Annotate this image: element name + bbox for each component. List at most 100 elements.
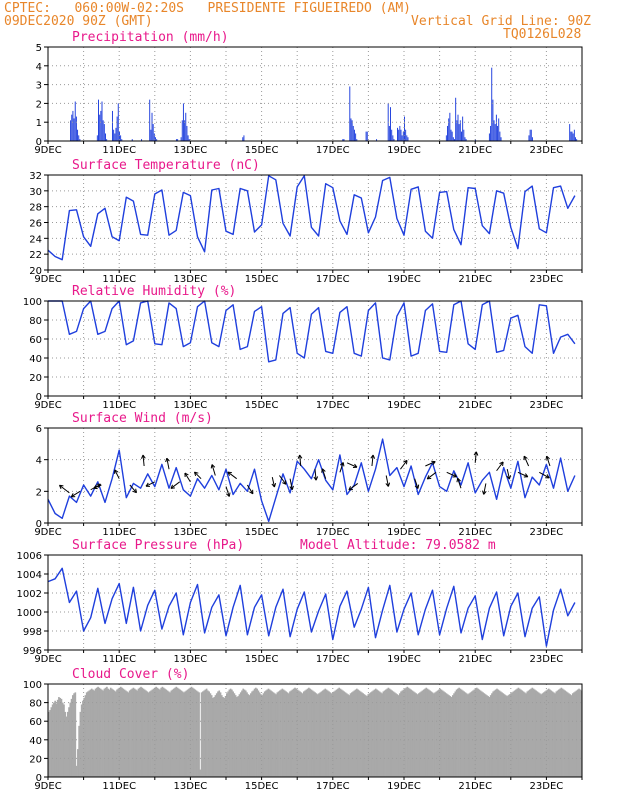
precip-bar [149, 99, 151, 141]
cloud-bar [116, 689, 118, 777]
cloud-bar [155, 686, 157, 777]
precip-bar [155, 137, 156, 141]
y-tick-label: 1006 [17, 551, 42, 562]
cloud-bar [66, 711, 69, 777]
cloud-bar [473, 689, 476, 777]
cloud-bar [457, 688, 459, 777]
y-tick-label: 0 [36, 773, 42, 784]
cloud-bar [465, 693, 468, 777]
cloud-bar [95, 687, 98, 777]
x-tick-label: 17DEC [316, 145, 350, 156]
panel-title: Surface Wind (m/s) [72, 411, 213, 426]
cloud-bar [417, 693, 420, 777]
panel-precip: 0 1 2 3 4 5 9DEC 11DEC 13DEC 15DEC 17DEC 19DEC 21DEC… [34, 30, 583, 156]
cloud-bar [405, 687, 407, 777]
cloud-bar [545, 690, 548, 777]
y-tick-label: 32 [29, 171, 42, 182]
cloud-bar [68, 707, 70, 777]
x-tick-label: 9DEC [34, 654, 61, 665]
x-tick-label: 13DEC [174, 400, 208, 411]
x-tick-label: 13DEC [174, 145, 208, 156]
cloud-bar [526, 691, 529, 777]
cloud-bar [308, 687, 310, 777]
cloud-bar [534, 689, 536, 777]
cloud-bar [431, 692, 434, 777]
wind-arrow [473, 451, 479, 463]
cloud-bar [136, 690, 139, 777]
cloud-bar [502, 693, 505, 777]
cloud-bar [393, 692, 396, 777]
cloud-bar [487, 696, 489, 777]
cloud-bar [515, 689, 517, 777]
cloud-bar [237, 696, 240, 777]
wind-arrow [517, 471, 529, 478]
wind-arrow-shaft [457, 478, 462, 489]
x-tick-label: 19DEC [387, 274, 421, 285]
y-tick-label: 26 [29, 219, 42, 230]
precip-bar [462, 116, 464, 141]
cloud-bar [194, 689, 197, 777]
cloud-bar [102, 690, 104, 777]
cloud-bar [443, 691, 445, 777]
cloud-bar [427, 689, 430, 777]
cloud-bar [271, 691, 274, 777]
precip-bar [458, 124, 460, 141]
wind-arrow-head [313, 476, 319, 481]
cloud-bar [82, 700, 84, 777]
y-tick-label: 2 [36, 487, 42, 498]
cloud-bar [301, 693, 304, 777]
cloud-bar [340, 689, 343, 777]
wind-arrow-head [499, 461, 504, 466]
cloud-bar [241, 690, 243, 777]
cloud-bar [353, 690, 356, 777]
cloud-bar [493, 690, 496, 777]
precip-bar [399, 125, 401, 141]
header-grid-line: Vertical Grid Line: 90Z [411, 14, 592, 29]
cloud-bar [137, 688, 140, 777]
precip-bar [115, 127, 117, 141]
cloud-bar [361, 692, 363, 777]
x-tick-label: 15DEC [245, 527, 279, 538]
precip-bar [151, 112, 153, 141]
cloud-bar [558, 689, 560, 777]
y-tick-label: 0 [36, 137, 42, 148]
wind-arrow-head [506, 475, 512, 480]
cloud-bar [498, 690, 501, 777]
wind-arrow-shaft [346, 462, 358, 468]
cloud-bar [525, 693, 527, 777]
precip-bar [490, 125, 492, 141]
wind-arrow [194, 471, 202, 480]
wind-arrow-shaft [145, 481, 156, 487]
cloud-bar [249, 693, 252, 777]
precip-bar [456, 120, 458, 141]
cloud-bar [316, 694, 319, 777]
cloud-bar [79, 711, 82, 777]
wind-arrow-shaft [246, 484, 254, 495]
wind-arrow-head [545, 455, 550, 461]
wind-arrow-shaft [166, 458, 170, 470]
cloud-bar [397, 695, 400, 777]
cloud-bar [311, 690, 314, 777]
x-tick-label: 15DEC [245, 145, 279, 156]
cloud-bar [268, 689, 271, 777]
cloud-bar [576, 689, 579, 777]
wind-arrow-head [70, 493, 76, 498]
cloud-bar [89, 689, 92, 777]
cloud-bar [359, 691, 362, 777]
cloud-bar [349, 693, 352, 777]
cloud-bar [231, 689, 233, 777]
cloud-bar [233, 693, 236, 777]
wind-arrow [227, 471, 237, 480]
wind-arrow-head [456, 477, 461, 483]
cloud-bar [334, 690, 337, 777]
y-tick-label: 0 [36, 519, 42, 530]
precip-bar [102, 120, 104, 141]
cloud-bar [402, 689, 405, 777]
x-tick-label: 11DEC [102, 400, 136, 411]
cloud-bar [133, 688, 136, 777]
cloud-bar [238, 694, 241, 777]
precip-bar [393, 139, 395, 141]
cloud-bar [441, 690, 444, 777]
wind-arrow [539, 471, 550, 479]
x-tick-label: 23DEC [530, 781, 564, 792]
